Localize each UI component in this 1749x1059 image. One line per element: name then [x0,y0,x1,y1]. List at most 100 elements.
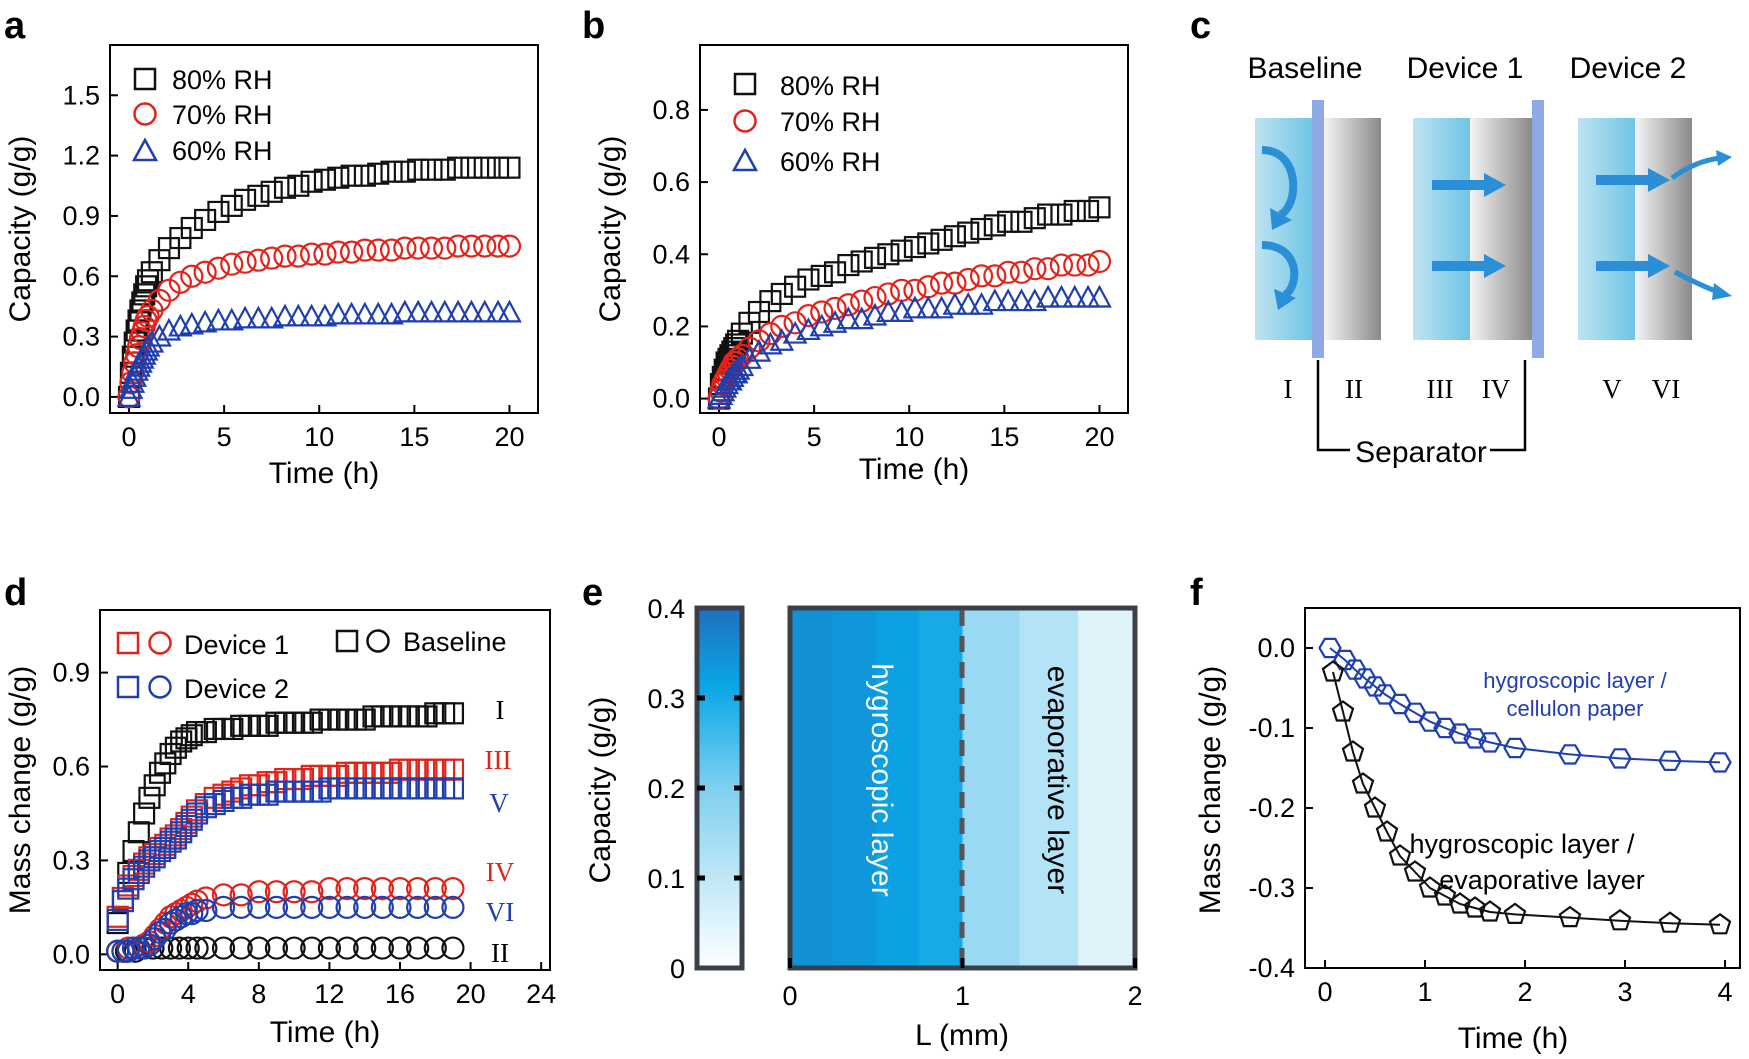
data-point [179,311,205,335]
data-point [366,238,390,262]
data-point [353,877,377,901]
data-point [1333,649,1357,671]
chart-f-ylabel: Mass change (g/g) [1194,666,1227,914]
data-point [1448,723,1472,744]
heatmap-label-evaporative: evaporative layer [1041,666,1074,894]
data-point [1363,676,1387,697]
data-point [737,346,762,369]
y-tick-label: 0.0 [52,939,90,969]
legend-d-device1: Device 1 [184,630,289,660]
layer-II-block [1324,118,1381,340]
data-point [997,210,1020,233]
data-point [194,796,217,819]
data-point [367,162,390,185]
data-point [890,239,913,262]
data-point [247,895,271,919]
layer-III-block [1413,118,1470,340]
x-tick-label: 12 [314,979,344,1009]
data-point [219,307,245,331]
data-point [407,158,430,181]
colorbar-tick-label: 0.3 [647,684,685,714]
heatmap-columns [790,608,1136,968]
layer-label-I: I [1284,374,1293,404]
annotation-f-blue-1: hygroscopic layer / [1483,668,1667,693]
label-d-IV: IV [486,857,515,887]
data-point [1388,844,1412,866]
data-point [837,254,860,277]
data-point [388,877,412,901]
data-point [285,303,311,327]
legend-a-marker-60 [131,137,159,162]
x-tick-label: 1 [955,981,970,1011]
x-tick-label: 2 [1517,977,1532,1007]
data-point [1608,748,1632,769]
chart-d-frame [99,609,551,971]
layer-label-III: III [1427,374,1454,404]
data-point [1463,896,1487,918]
legend-a-70: 70% RH [172,100,273,130]
y-tick-label: 0.6 [62,261,100,291]
data-point [1558,744,1582,765]
data-point [445,299,471,323]
data-point [1049,284,1074,308]
data-point [246,248,270,272]
data-point [1088,196,1111,219]
layer-IV-block [1470,118,1532,340]
baseline-arrow-2 [1261,241,1299,299]
data-point [207,200,230,223]
chart-b-ylabel: Capacity (g/g) [594,136,627,323]
y-tick-label: -0.2 [1248,793,1295,823]
data-point [1403,860,1427,882]
data-point [433,158,456,181]
x-tick-label: 4 [181,979,196,1009]
data-point [486,156,510,179]
chart-a-ylabel: Capacity (g/g) [4,136,37,323]
data-point [969,264,994,288]
data-point [136,304,160,329]
data-point [380,160,403,183]
data-point [406,895,430,919]
data-point [353,238,377,262]
data-point [486,234,510,258]
x-tick-label: 1 [1417,977,1432,1007]
legend-b-60: 60% RH [780,147,881,177]
data-point [335,936,359,960]
panel-label-b: b [582,5,605,47]
x-tick-label: 4 [1717,977,1732,1007]
data-point [339,301,364,325]
data-point [133,802,156,825]
data-point [902,295,928,319]
series-a-1 [117,234,522,409]
data-point [759,290,782,313]
data-point [747,329,771,353]
series-d-3 [106,777,465,931]
legend-a-marker-70 [133,102,157,126]
device1 [1413,100,1544,358]
chart-d-marks [106,702,465,963]
annotation-f-black-2: evaporative layer [1439,865,1645,895]
data-point [1503,737,1527,759]
legend-d-device1-square [116,631,140,655]
data-point [273,244,297,268]
schematic-title-device2: Device 2 [1570,52,1687,85]
data-point [497,299,522,323]
data-point [447,156,470,179]
data-point [850,289,874,313]
x-tick-label: 0 [782,981,797,1011]
series-f-1 [1321,660,1732,935]
data-point [432,299,458,323]
data-point [185,898,209,923]
heatmap-column [962,608,1020,968]
data-point [1341,740,1365,762]
legend-a-80: 80% RH [172,65,273,95]
data-point [143,774,166,797]
data-point [194,721,217,744]
data-point [194,208,217,232]
x-tick-label: 10 [304,422,334,452]
data-point [211,936,236,960]
data-point [836,293,860,317]
data-point [770,282,793,306]
data-point [300,880,324,904]
legend-d-device1-circle [148,631,172,655]
data-point [863,285,887,310]
